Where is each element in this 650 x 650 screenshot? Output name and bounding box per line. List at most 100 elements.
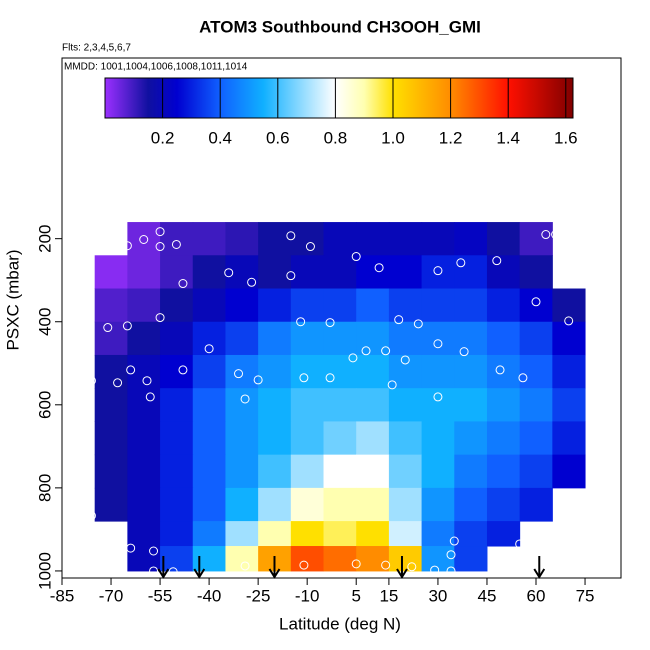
x-tick-label: 30: [428, 586, 447, 605]
heat-cell: [552, 421, 586, 456]
heat-cell: [421, 321, 455, 356]
colorbar-tick-label: 0.8: [324, 128, 348, 147]
heat-cell: [323, 421, 357, 456]
data-point: [109, 546, 119, 556]
heat-cell: [323, 454, 357, 489]
data-point: [381, 560, 391, 570]
heat-cell: [486, 388, 521, 422]
heat-cell: [127, 421, 161, 456]
heat-cell: [486, 454, 521, 489]
heat-cell: [519, 354, 553, 389]
data-point: [299, 560, 309, 570]
y-tick-label: 400: [35, 308, 54, 336]
heat-cell: [454, 454, 488, 489]
x-tick-label: -70: [99, 586, 124, 605]
heat-cell: [552, 321, 586, 356]
heat-cell: [127, 321, 161, 356]
y-tick-label: 600: [35, 391, 54, 419]
colorbar-tick-label: 0.2: [151, 128, 175, 147]
heat-cell: [356, 454, 390, 489]
data-point: [348, 353, 358, 363]
heat-cell: [486, 222, 521, 256]
heat-cell: [421, 222, 455, 256]
heat-cell: [454, 288, 488, 323]
data-point: [430, 565, 440, 575]
data-point: [149, 546, 159, 556]
heat-cell: [225, 421, 259, 456]
heat-cell: [323, 354, 357, 389]
heat-cell: [323, 321, 357, 356]
heat-cell: [225, 454, 259, 489]
heat-cell: [160, 288, 194, 323]
data-point: [247, 277, 257, 287]
arrow: [533, 556, 546, 579]
data-point: [139, 235, 149, 245]
data-point: [446, 566, 456, 576]
data-point: [234, 369, 244, 379]
arrow-head: [157, 568, 170, 579]
heat-cell: [225, 487, 259, 522]
x-tick-label: -85: [50, 586, 75, 605]
heat-cell: [94, 487, 128, 522]
heat-cell: [454, 521, 488, 547]
heat-cell: [356, 388, 390, 422]
heat-cell: [127, 388, 161, 422]
heat-cell: [94, 454, 128, 489]
heat-cell: [192, 222, 226, 256]
heat-cell: [225, 255, 259, 290]
plot-frame: [61, 57, 622, 579]
heat-cell: [323, 487, 357, 522]
data-point: [456, 258, 466, 268]
data-point: [449, 536, 459, 546]
heat-cell: [323, 546, 357, 572]
heat-cell: [225, 321, 259, 356]
heat-cell: [192, 487, 226, 522]
heat-cell: [160, 546, 194, 572]
x-tick-label: 60: [527, 586, 546, 605]
heat-cell: [454, 321, 488, 356]
annotation: MMDD: 1001,1004,1006,1008,1011,1014: [64, 62, 248, 73]
heat-cell: [486, 321, 521, 356]
arrow: [396, 556, 408, 579]
y-axis-label: PSXC (mbar): [3, 249, 22, 350]
heat-cell: [356, 546, 390, 572]
heat-cell: [290, 388, 325, 422]
heat-cell: [519, 321, 553, 356]
data-point: [531, 297, 541, 307]
data-point: [224, 268, 234, 278]
heat-cell: [160, 354, 194, 389]
data-point: [126, 543, 136, 553]
data-point: [381, 346, 391, 356]
heat-cell: [160, 487, 194, 522]
data-point: [122, 241, 132, 251]
heat-cell: [388, 388, 423, 422]
colorbar-tick-label: 1.6: [554, 128, 578, 147]
heat-cell: [127, 222, 161, 256]
data-point: [351, 559, 361, 569]
x-tick-label: 5: [351, 586, 360, 605]
heat-cell: [160, 321, 194, 356]
colorbar-tick-label: 0.4: [208, 128, 232, 147]
heat-cell: [192, 546, 226, 572]
heat-cell: [519, 255, 553, 290]
data-point: [325, 373, 335, 383]
data-point: [551, 230, 561, 240]
data-point: [564, 316, 574, 326]
heat-cell: [94, 421, 128, 456]
heat-cell: [323, 255, 357, 290]
heat-cell: [160, 421, 194, 456]
data-point: [171, 239, 181, 249]
heat-cell: [127, 255, 161, 290]
heat-cell: [421, 288, 455, 323]
data-point: [518, 373, 528, 383]
data-point: [407, 562, 417, 572]
arrow: [157, 556, 170, 579]
heat-cell: [388, 487, 423, 522]
x-tick-label: -55: [148, 586, 173, 605]
heat-cell: [225, 388, 259, 422]
heat-cell: [486, 487, 521, 522]
heat-cell: [192, 521, 226, 547]
heat-cell: [421, 521, 455, 547]
heat-cell: [519, 421, 553, 456]
heat-cell: [94, 255, 128, 290]
